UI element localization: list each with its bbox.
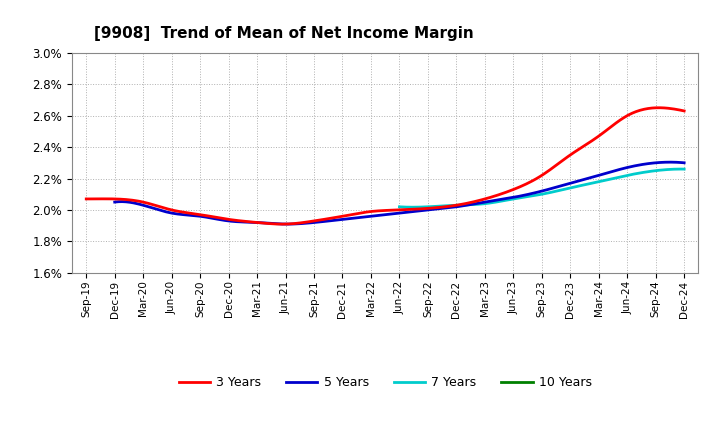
Text: [9908]  Trend of Mean of Net Income Margin: [9908] Trend of Mean of Net Income Margi… <box>94 26 473 41</box>
Legend: 3 Years, 5 Years, 7 Years, 10 Years: 3 Years, 5 Years, 7 Years, 10 Years <box>174 371 597 394</box>
